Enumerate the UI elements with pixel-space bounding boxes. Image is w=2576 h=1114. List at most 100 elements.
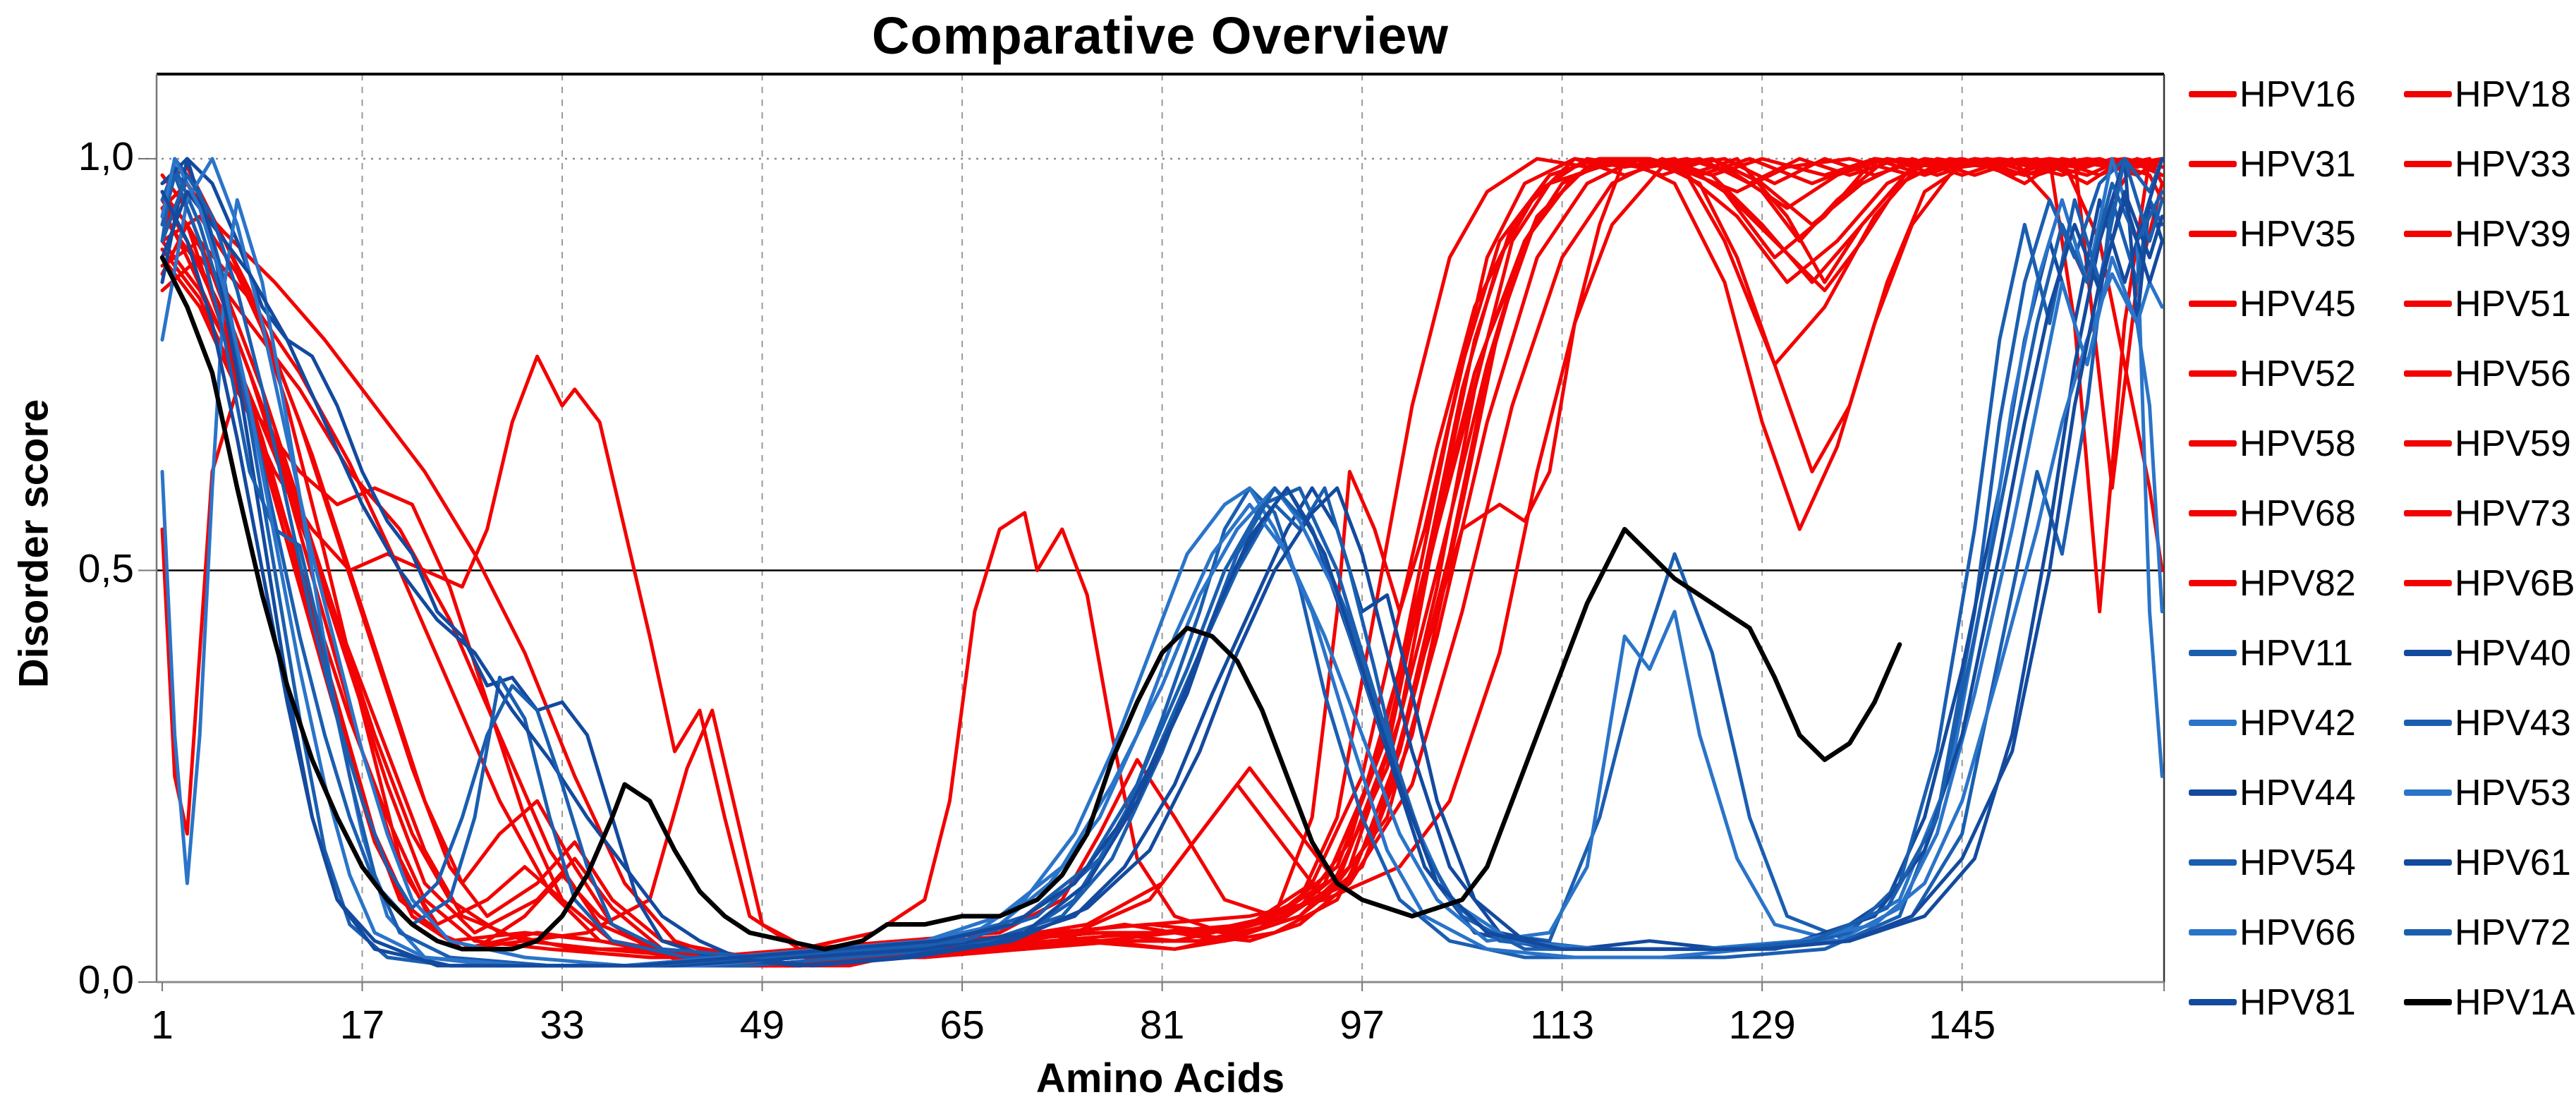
series-line-HPV1A — [159, 255, 1902, 952]
x-tick-label: 65 — [940, 1003, 985, 1048]
legend-line-swatch — [2404, 91, 2452, 97]
legend-item-HPV53: HPV53 — [2404, 772, 2576, 814]
legend-label: HPV82 — [2240, 562, 2356, 604]
series-line-HPV53 — [160, 157, 2164, 968]
legend-label: HPV44 — [2240, 772, 2356, 813]
legend-item-HPV43: HPV43 — [2404, 702, 2576, 744]
legend-row: HPV54 HPV61 — [2189, 828, 2576, 897]
legend-line-swatch — [2189, 859, 2237, 866]
legend-line-swatch — [2189, 650, 2237, 656]
legend-item-HPV45: HPV45 — [2189, 283, 2404, 325]
y-tick-label: 0,0 — [78, 957, 134, 1003]
legend-label: HPV61 — [2455, 842, 2571, 883]
x-tick-label: 1 — [151, 1003, 174, 1048]
legend-line-swatch — [2404, 929, 2452, 936]
legend-item-HPV1A: HPV1A — [2404, 981, 2576, 1024]
x-tick-label: 49 — [739, 1003, 785, 1048]
legend-row: HPV35 HPV39 — [2189, 199, 2576, 269]
legend-line-swatch — [2404, 650, 2452, 656]
legend-label: HPV35 — [2240, 213, 2356, 255]
legend-item-HPV39: HPV39 — [2404, 213, 2576, 255]
legend-item-HPV16: HPV16 — [2189, 73, 2404, 116]
legend-line-swatch — [2404, 720, 2452, 726]
legend-item-HPV82: HPV82 — [2189, 562, 2404, 605]
legend-label: HPV40 — [2455, 632, 2571, 674]
legend-line-swatch — [2404, 859, 2452, 866]
legend-label: HPV31 — [2240, 143, 2356, 185]
x-tick-label: 145 — [1928, 1003, 1996, 1048]
legend-line-swatch — [2189, 91, 2237, 97]
legend-line-swatch — [2404, 580, 2452, 586]
legend-row: HPV11 HPV40 — [2189, 618, 2576, 688]
legend-line-swatch — [2189, 510, 2237, 516]
legend-label: HPV39 — [2455, 213, 2571, 255]
x-tick-label: 97 — [1339, 1003, 1385, 1048]
legend-row: HPV16 HPV18 — [2189, 59, 2576, 129]
legend-item-HPV68: HPV68 — [2189, 492, 2404, 535]
legend-line-swatch — [2404, 999, 2452, 1005]
x-axis-title: Amino Acids — [1035, 1055, 1285, 1101]
series-line-HPV42 — [160, 157, 2164, 968]
legend-item-HPV73: HPV73 — [2404, 492, 2576, 535]
legend-line-swatch — [2189, 231, 2237, 237]
legend-line-swatch — [2189, 929, 2237, 936]
x-tick-label: 17 — [339, 1003, 385, 1048]
legend-row: HPV58 HPV59 — [2189, 408, 2576, 478]
series-line-HPV40 — [160, 157, 2164, 968]
series-line-HPV43 — [160, 165, 2164, 959]
legend-row: HPV81 HPV1A — [2189, 967, 2576, 1037]
legend-row: HPV68 HPV73 — [2189, 478, 2576, 548]
legend-label: HPV1A — [2455, 981, 2575, 1023]
legend-item-HPV61: HPV61 — [2404, 842, 2576, 884]
legend-label: HPV18 — [2455, 73, 2571, 115]
series-line-HPV81 — [160, 190, 2164, 968]
legend-label: HPV73 — [2455, 492, 2571, 534]
x-tick-label: 129 — [1728, 1003, 1796, 1048]
legend-row: HPV66 HPV72 — [2189, 897, 2576, 967]
legend-line-swatch — [2189, 580, 2237, 586]
series-line-HPV73 — [160, 157, 2164, 959]
legend-label: HPV54 — [2240, 842, 2356, 883]
legend-line-swatch — [2404, 510, 2452, 516]
series-line-HPV59 — [160, 157, 2164, 968]
legend-label: HPV11 — [2240, 632, 2353, 674]
legend-label: HPV43 — [2455, 702, 2571, 744]
legend-item-HPV40: HPV40 — [2404, 632, 2576, 674]
legend-label: HPV51 — [2455, 283, 2571, 325]
legend-label: HPV66 — [2240, 912, 2356, 953]
legend-row: HPV31 HPV33 — [2189, 129, 2576, 199]
legend-line-swatch — [2189, 161, 2237, 167]
legend-line-swatch — [2189, 301, 2237, 307]
legend-label: HPV58 — [2240, 423, 2356, 464]
legend-item-HPV56: HPV56 — [2404, 353, 2576, 395]
series-line-HPV61 — [160, 190, 2164, 968]
legend-item-HPV42: HPV42 — [2189, 702, 2404, 744]
legend-label: HPV59 — [2455, 423, 2571, 464]
legend-label: HPV33 — [2455, 143, 2571, 185]
legend-item-HPV6B: HPV6B — [2404, 562, 2576, 605]
legend-item-HPV11: HPV11 — [2189, 632, 2404, 674]
legend-row: HPV52 HPV56 — [2189, 339, 2576, 408]
legend-item-HPV18: HPV18 — [2404, 73, 2576, 116]
legend-label: HPV81 — [2240, 981, 2356, 1023]
y-tick-label: 0,5 — [78, 545, 134, 591]
series-line-HPV11 — [160, 157, 2164, 968]
legend-label: HPV16 — [2240, 73, 2356, 115]
legend-item-HPV33: HPV33 — [2404, 143, 2576, 186]
legend-label: HPV6B — [2455, 562, 2575, 604]
series-line-HPV82 — [160, 157, 2164, 959]
legend-line-swatch — [2189, 370, 2237, 377]
y-tick-label: 1,0 — [78, 134, 134, 179]
legend-label: HPV72 — [2455, 912, 2571, 953]
legend-row: HPV44 HPV53 — [2189, 758, 2576, 828]
x-tick-label: 33 — [540, 1003, 585, 1048]
series-line-HPV54 — [160, 157, 2164, 968]
series-line-HPV45 — [160, 157, 2151, 968]
legend-label: HPV52 — [2240, 353, 2356, 394]
legend-line-swatch — [2404, 440, 2452, 447]
x-tick-label: 81 — [1139, 1003, 1185, 1048]
legend-item-HPV31: HPV31 — [2189, 143, 2404, 186]
legend-line-swatch — [2404, 370, 2452, 377]
legend-row: HPV45 HPV51 — [2189, 269, 2576, 339]
